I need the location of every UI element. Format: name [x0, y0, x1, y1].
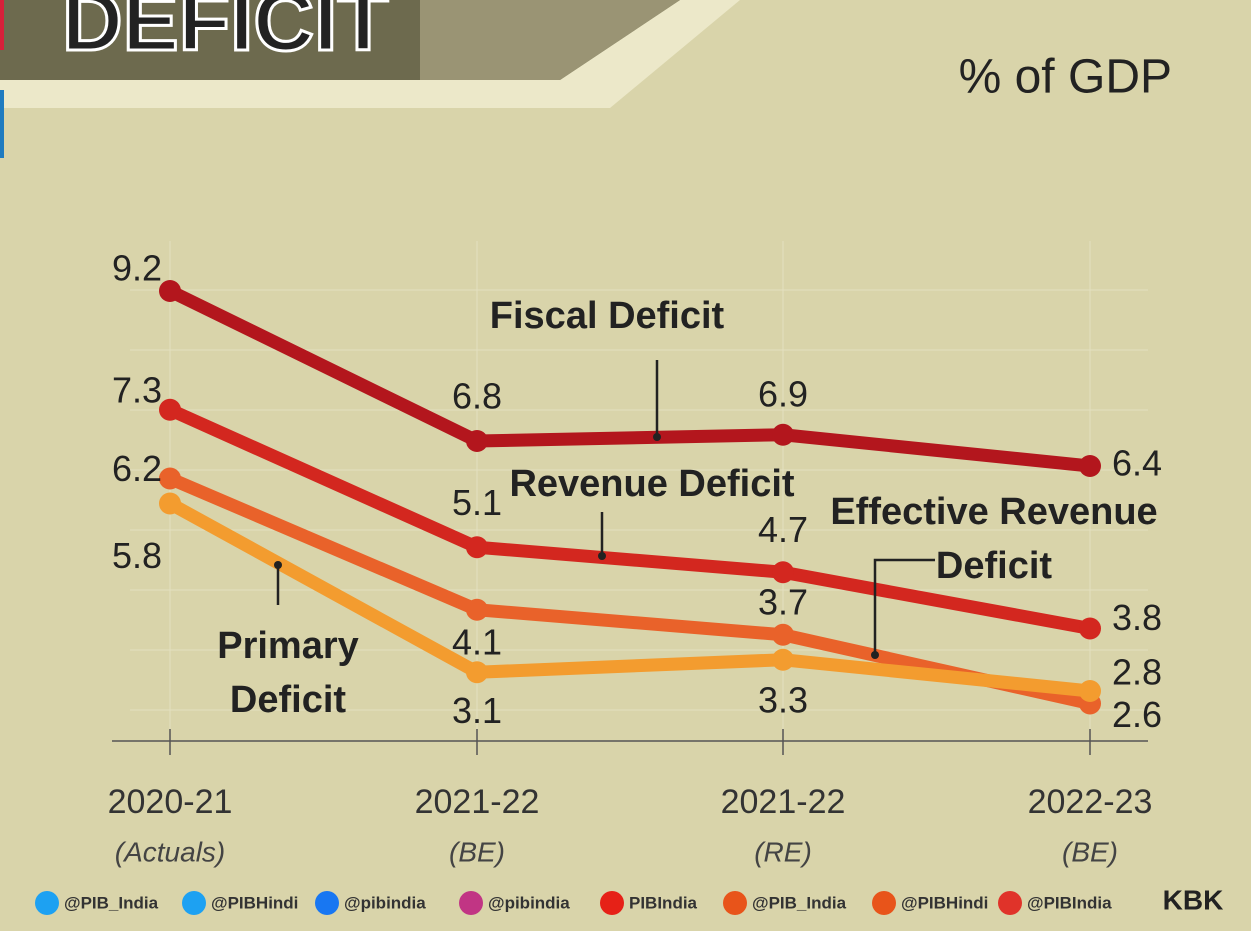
- data-point: [772, 423, 794, 446]
- x-tick-note: (RE): [754, 836, 812, 867]
- leader-line: [873, 558, 935, 655]
- subtitle: % of GDP: [959, 51, 1172, 104]
- edge-mark: [0, 90, 4, 158]
- data-label: 6.8: [452, 376, 502, 417]
- x-tick-note: (BE): [449, 836, 505, 867]
- data-point: [159, 467, 181, 490]
- data-label: 2.6: [1112, 694, 1162, 735]
- data-point: [1079, 455, 1101, 477]
- social-handle: @pibindia: [344, 893, 426, 912]
- series-label: Revenue Deficit: [509, 463, 794, 505]
- x-tick-note: (BE): [1062, 836, 1118, 867]
- social-icon: [35, 891, 59, 915]
- data-label: 4.7: [758, 509, 808, 550]
- data-label: 2.8: [1112, 652, 1162, 693]
- x-tick-label: 2021-22: [721, 783, 846, 821]
- data-point: [466, 430, 488, 452]
- x-tick-label: 2021-22: [415, 783, 540, 821]
- data-label: 3.7: [758, 581, 808, 622]
- x-tick-label: 2020-21: [108, 783, 233, 821]
- data-label: 6.2: [112, 448, 162, 489]
- social-handle: @PIBHindi: [211, 893, 298, 912]
- data-label: 7.3: [112, 369, 162, 410]
- social-handle: @PIBIndia: [1027, 893, 1112, 912]
- social-handle: @PIBHindi: [901, 893, 988, 912]
- series-line: [163, 284, 1097, 473]
- plot: 2020-21 (Actuals) 2021-22 (BE) 2021-22 (RE) 20…: [108, 241, 1162, 867]
- data-point: [1079, 680, 1101, 702]
- social-icon: [459, 891, 483, 915]
- data-label: 3.8: [1112, 597, 1162, 638]
- series-label: Fiscal Deficit: [490, 295, 725, 337]
- data-label: 4.1: [452, 621, 502, 662]
- data-point: [159, 398, 181, 421]
- social-handle: @PIB_India: [752, 893, 847, 912]
- data-label: 3.1: [452, 690, 502, 731]
- data-point: [772, 623, 794, 646]
- data-point: [772, 648, 794, 671]
- social-icon: [315, 891, 339, 915]
- social-icon: [723, 891, 747, 915]
- x-tick-note: (Actuals): [115, 836, 225, 867]
- x-tick-label: 2022-23: [1028, 783, 1153, 821]
- leader-dot: [598, 552, 606, 560]
- credit: KBK: [1163, 884, 1224, 915]
- data-label: 5.1: [452, 482, 502, 523]
- social-icon: [998, 891, 1022, 915]
- social-handle: @PIB_India: [64, 893, 159, 912]
- data-point: [159, 492, 181, 515]
- data-point: [466, 598, 488, 621]
- series-line: [163, 403, 1097, 635]
- data-label: 3.3: [758, 679, 808, 720]
- data-point: [1079, 617, 1101, 640]
- social-icon: [182, 891, 206, 915]
- social-handle: PIBIndia: [629, 893, 698, 912]
- leader-dot: [871, 651, 879, 659]
- data-label: 9.2: [112, 248, 162, 289]
- leader-dot: [653, 433, 661, 441]
- series-label: Effective Revenue Deficit: [830, 491, 1157, 587]
- series-label: Primary Deficit: [217, 625, 359, 721]
- footer: @PIB_India @PIBHindi @pibindia @pibindia PIB…: [35, 884, 1223, 915]
- edge-mark: [0, 0, 4, 50]
- series-line: [163, 497, 1097, 698]
- social-icon: [872, 891, 896, 915]
- data-label: 6.9: [758, 373, 808, 414]
- data-label: 6.4: [1112, 443, 1162, 484]
- data-point: [772, 561, 794, 584]
- data-label: 5.8: [112, 535, 162, 576]
- header-note: [420, 0, 680, 80]
- social-icon: [600, 891, 624, 915]
- social-handle: @pibindia: [488, 893, 570, 912]
- data-point: [159, 280, 181, 302]
- title: DEFICIT: [62, 0, 389, 68]
- data-point: [466, 661, 488, 684]
- data-point: [466, 536, 488, 559]
- leader-dot: [274, 561, 282, 569]
